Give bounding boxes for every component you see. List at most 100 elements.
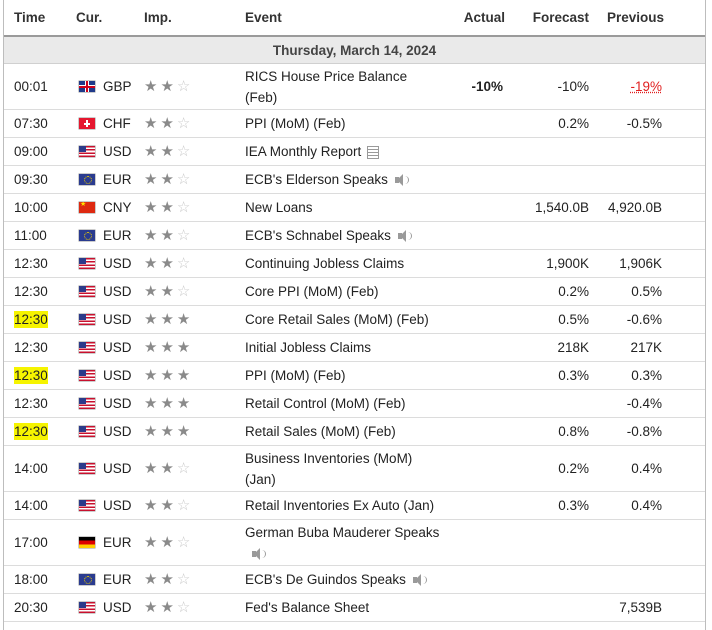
cell-event[interactable]: New Loans [245, 193, 446, 222]
importance-stars: ★★☆ [144, 565, 245, 594]
cell-forecast: 0.3% [513, 361, 599, 390]
cell-event[interactable]: Core PPI (MoM) (Feb) [245, 277, 446, 306]
importance-star-icon: ★ [144, 423, 161, 440]
table-row[interactable]: 12:30 USD ★★★ Retail Sales (MoM) (Feb) 0… [4, 417, 705, 446]
cell-event[interactable]: Retail Sales (MoM) (Feb) [245, 417, 446, 446]
header-forecast[interactable]: Forecast [513, 0, 599, 37]
cell-event[interactable]: RICS House Price Balance (Feb) [245, 63, 446, 110]
cell-event[interactable]: German Buba Mauderer Speaks [245, 519, 446, 566]
event-link[interactable]: Fed's Balance Sheet [245, 600, 370, 615]
event-link[interactable]: PPI (MoM) (Feb) [245, 368, 346, 383]
event-link[interactable]: Core Retail Sales (MoM) (Feb) [245, 312, 429, 327]
cell-event[interactable]: Retail Inventories Ex Auto (Jan) [245, 491, 446, 520]
header-importance[interactable]: Imp. [144, 0, 245, 37]
event-link[interactable]: Core PPI (MoM) (Feb) [245, 284, 379, 299]
event-link[interactable]: ECB's De Guindos Speaks [245, 572, 406, 587]
cell-event[interactable]: Fed's Balance Sheet [245, 593, 446, 622]
table-row[interactable]: 12:30 USD ★★★ Core Retail Sales (MoM) (F… [4, 305, 705, 334]
table-row[interactable]: 12:30 USD ★★☆ Core PPI (MoM) (Feb) 0.2% … [4, 277, 705, 306]
cell-event[interactable]: Core Retail Sales (MoM) (Feb) [245, 305, 446, 334]
cell-event[interactable]: PPI (MoM) (Feb) [245, 109, 446, 138]
header-actual[interactable]: Actual [446, 0, 513, 37]
importance-star-icon: ★ [160, 339, 177, 356]
previous-value: -19% [630, 79, 662, 94]
previous-value: 0.4% [631, 461, 662, 476]
table-row[interactable]: 14:00 USD ★★☆ Business Inventories (MoM)… [4, 445, 705, 492]
currency-code: USD [103, 424, 132, 439]
speaker-icon[interactable] [251, 547, 266, 560]
speaker-icon[interactable] [412, 574, 427, 587]
cell-time: 18:00 [4, 565, 76, 594]
importance-star-icon: ★ [144, 143, 161, 160]
cell-event[interactable]: Initial Jobless Claims [245, 333, 446, 362]
table-row[interactable]: 14:00 USD ★★☆ Retail Inventories Ex Auto… [4, 491, 705, 520]
event-link[interactable]: German Buba Mauderer Speaks [245, 524, 440, 540]
cell-time: 00:01 [4, 63, 76, 110]
cell-previous: -19% [599, 63, 705, 110]
event-link[interactable]: Retail Sales (MoM) (Feb) [245, 424, 396, 439]
cell-event[interactable]: Continuing Jobless Claims [245, 249, 446, 278]
table-row[interactable]: 07:30 CHF ★★☆ PPI (MoM) (Feb) 0.2% -0.5% [4, 109, 705, 138]
table-row[interactable]: 17:00 EUR ★★☆ German Buba Mauderer Speak… [4, 519, 705, 566]
event-link[interactable]: Continuing Jobless Claims [245, 256, 405, 271]
header-event[interactable]: Event [245, 0, 446, 37]
importance-stars: ★★☆ [144, 193, 245, 222]
cell-event[interactable]: ECB's Schnabel Speaks [245, 221, 446, 250]
table-row[interactable]: 20:30 USD ★★☆ Fed's Balance Sheet 7,539B [4, 593, 705, 622]
report-icon[interactable] [367, 145, 380, 159]
cell-actual [446, 221, 513, 250]
importance-star-icon: ★ [144, 460, 161, 477]
event-link[interactable]: Business Inventories (MoM) (Jan) [245, 450, 413, 487]
importance-star-icon: ★ [144, 395, 161, 412]
cell-event[interactable]: Business Inventories (MoM) (Jan) [245, 445, 446, 492]
event-link[interactable]: IEA Monthly Report [245, 144, 362, 159]
event-link[interactable]: RICS House Price Balance (Feb) [245, 68, 408, 105]
event-link[interactable]: Retail Control (MoM) (Feb) [245, 396, 406, 411]
cell-actual [446, 305, 513, 334]
time-text: 20:30 [14, 600, 48, 615]
speaker-icon[interactable] [397, 230, 412, 243]
event-link[interactable]: ECB's Schnabel Speaks [245, 228, 391, 243]
table-row[interactable]: 09:00 USD ★★☆ IEA Monthly Report [4, 137, 705, 166]
header-time[interactable]: Time [4, 0, 76, 37]
table-row[interactable]: 12:30 USD ★★★ Retail Control (MoM) (Feb)… [4, 389, 705, 418]
cell-time: 12:30 [4, 305, 76, 334]
de-flag-icon [79, 537, 95, 548]
table-row[interactable]: 18:00 EUR ★★☆ ECB's De Guindos Speaks [4, 565, 705, 594]
speaker-icon[interactable] [394, 174, 409, 187]
table-row[interactable]: 10:00 CNY ★★☆ New Loans 1,540.0B 4,920.0… [4, 193, 705, 222]
cell-event[interactable]: IEA Monthly Report [245, 137, 446, 166]
event-link[interactable]: Initial Jobless Claims [245, 340, 372, 355]
cell-previous: -0.5% [599, 109, 705, 138]
importance-star-icon: ☆ [176, 115, 194, 132]
table-row[interactable]: 12:30 USD ★★★ PPI (MoM) (Feb) 0.3% 0.3% [4, 361, 705, 390]
importance-stars: ★★☆ [144, 491, 245, 520]
importance-star-icon: ★ [160, 115, 177, 132]
table-row[interactable]: 09:30 EUR ★★☆ ECB's Elderson Speaks [4, 165, 705, 194]
cell-event[interactable]: ECB's Elderson Speaks [245, 165, 446, 194]
importance-star-icon: ★ [160, 571, 177, 588]
header-previous[interactable]: Previous [599, 0, 705, 37]
cell-previous [599, 221, 705, 250]
importance-star-icon: ★ [160, 497, 177, 514]
cell-event[interactable]: PPI (MoM) (Feb) [245, 361, 446, 390]
table-row[interactable]: 11:00 EUR ★★☆ ECB's Schnabel Speaks [4, 221, 705, 250]
importance-star-icon: ★ [144, 283, 161, 300]
us-flag-icon [79, 602, 95, 613]
event-link[interactable]: PPI (MoM) (Feb) [245, 116, 346, 131]
time-text: 07:30 [14, 116, 48, 131]
table-row[interactable]: 12:30 USD ★★★ Initial Jobless Claims 218… [4, 333, 705, 362]
importance-stars: ★★☆ [144, 137, 245, 166]
event-link[interactable]: ECB's Elderson Speaks [245, 172, 388, 187]
importance-star-icon: ☆ [176, 199, 194, 216]
cell-event[interactable]: ECB's De Guindos Speaks [245, 565, 446, 594]
header-currency[interactable]: Cur. [76, 0, 144, 37]
table-row[interactable]: 00:01 GBP ★★☆ RICS House Price Balance (… [4, 63, 705, 110]
event-link[interactable]: Retail Inventories Ex Auto (Jan) [245, 498, 435, 513]
currency-code: EUR [103, 228, 132, 243]
event-link[interactable]: New Loans [245, 200, 313, 215]
cell-forecast: 0.8% [513, 417, 599, 446]
cell-event[interactable]: Retail Control (MoM) (Feb) [245, 389, 446, 418]
cell-previous: 7,539B [599, 593, 705, 622]
table-row[interactable]: 12:30 USD ★★☆ Continuing Jobless Claims … [4, 249, 705, 278]
